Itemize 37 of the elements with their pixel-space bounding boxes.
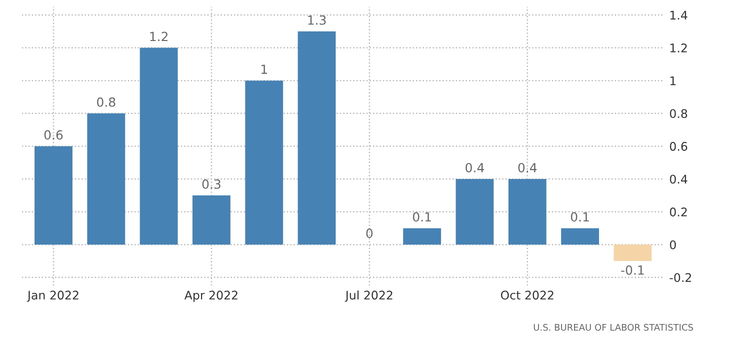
bar: [245, 80, 284, 245]
y-tick-label: 0.8: [670, 109, 688, 118]
data-label: 0.6: [44, 130, 63, 140]
data-label: 1.2: [150, 32, 168, 42]
x-tick-label: Jan 2022: [26, 290, 78, 302]
data-label: 0.4: [518, 162, 537, 172]
bar: [87, 113, 126, 245]
data-label: 0.1: [412, 212, 431, 222]
data-label: 0: [366, 228, 373, 238]
y-tick-label: 1.2: [670, 44, 687, 52]
data-label: 0.4: [466, 162, 484, 172]
text: U.S. BUREAU OF LABOR STATISTICS: [534, 324, 693, 331]
y-tick-label: 0.6: [670, 142, 688, 151]
bar: [140, 48, 178, 245]
bar: [298, 31, 336, 245]
data-label: 0.3: [202, 179, 220, 189]
y-tick-label: 0.4: [670, 174, 688, 184]
x-tick-label: Jul 2022: [344, 290, 392, 302]
y-tick-label: 0.2: [670, 208, 687, 216]
y-tick-label: 1.4: [670, 10, 688, 20]
bar: [456, 179, 494, 245]
data-label: -0.1: [621, 265, 644, 275]
data-label: 0.1: [570, 212, 589, 222]
bar: [561, 228, 600, 245]
y-tick-label: 0: [670, 240, 676, 250]
y-tick-label: 1: [670, 76, 676, 86]
data-label: 1.3: [308, 15, 326, 25]
data-label: 0.8: [97, 97, 116, 107]
data-label: 1: [262, 64, 267, 74]
bar: [508, 179, 546, 245]
x-tick-label: Apr 2022: [184, 290, 238, 302]
bar: [614, 244, 652, 261]
y-tick-label: -0.2: [670, 273, 692, 282]
x-tick-label: Oct 2022: [500, 290, 554, 300]
bar: [192, 195, 230, 245]
bar: [403, 228, 442, 245]
bar: [34, 146, 72, 245]
